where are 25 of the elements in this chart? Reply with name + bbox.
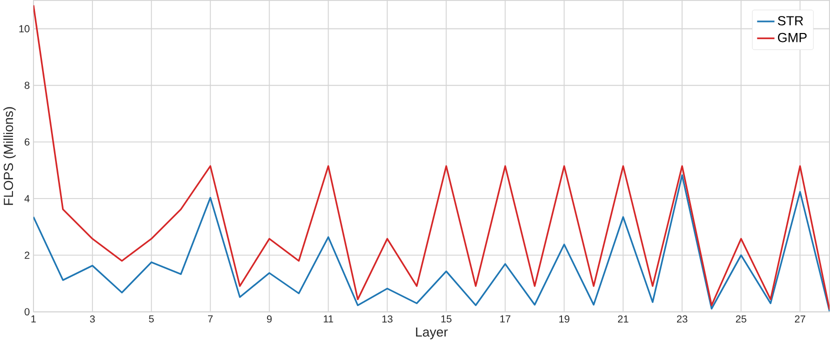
x-tick-label: 5: [148, 316, 154, 323]
y-tick-label: 4: [24, 195, 30, 202]
line-series: [33, 174, 830, 312]
y-tick-label: 0: [24, 308, 30, 316]
x-tick-label: 15: [441, 316, 452, 323]
x-tick-label: 3: [90, 316, 95, 323]
x-tick-label: 11: [324, 316, 334, 323]
x-tick-label: 21: [618, 316, 628, 323]
x-tick-label: 27: [794, 316, 806, 323]
x-tick-label: 19: [559, 316, 570, 323]
legend-label: GMP: [778, 33, 807, 42]
y-tick-label: 6: [24, 138, 30, 146]
x-tick-label: 7: [208, 316, 213, 323]
y-tick-label: 10: [19, 25, 30, 32]
y-axis-title: FLOPS (Millions): [3, 107, 16, 206]
x-tick-label: 25: [736, 316, 746, 323]
x-tick-label: 17: [500, 316, 510, 323]
x-tick-label: 23: [676, 316, 688, 323]
legend-label: STR: [778, 16, 804, 26]
y-tick-label: 8: [24, 82, 30, 90]
x-axis-title: Layer: [416, 328, 448, 340]
x-tick-label: 13: [382, 316, 392, 323]
x-tick-label: 1: [31, 316, 36, 323]
y-tick-label: 2: [24, 252, 30, 259]
x-tick-label: 9: [266, 316, 272, 323]
